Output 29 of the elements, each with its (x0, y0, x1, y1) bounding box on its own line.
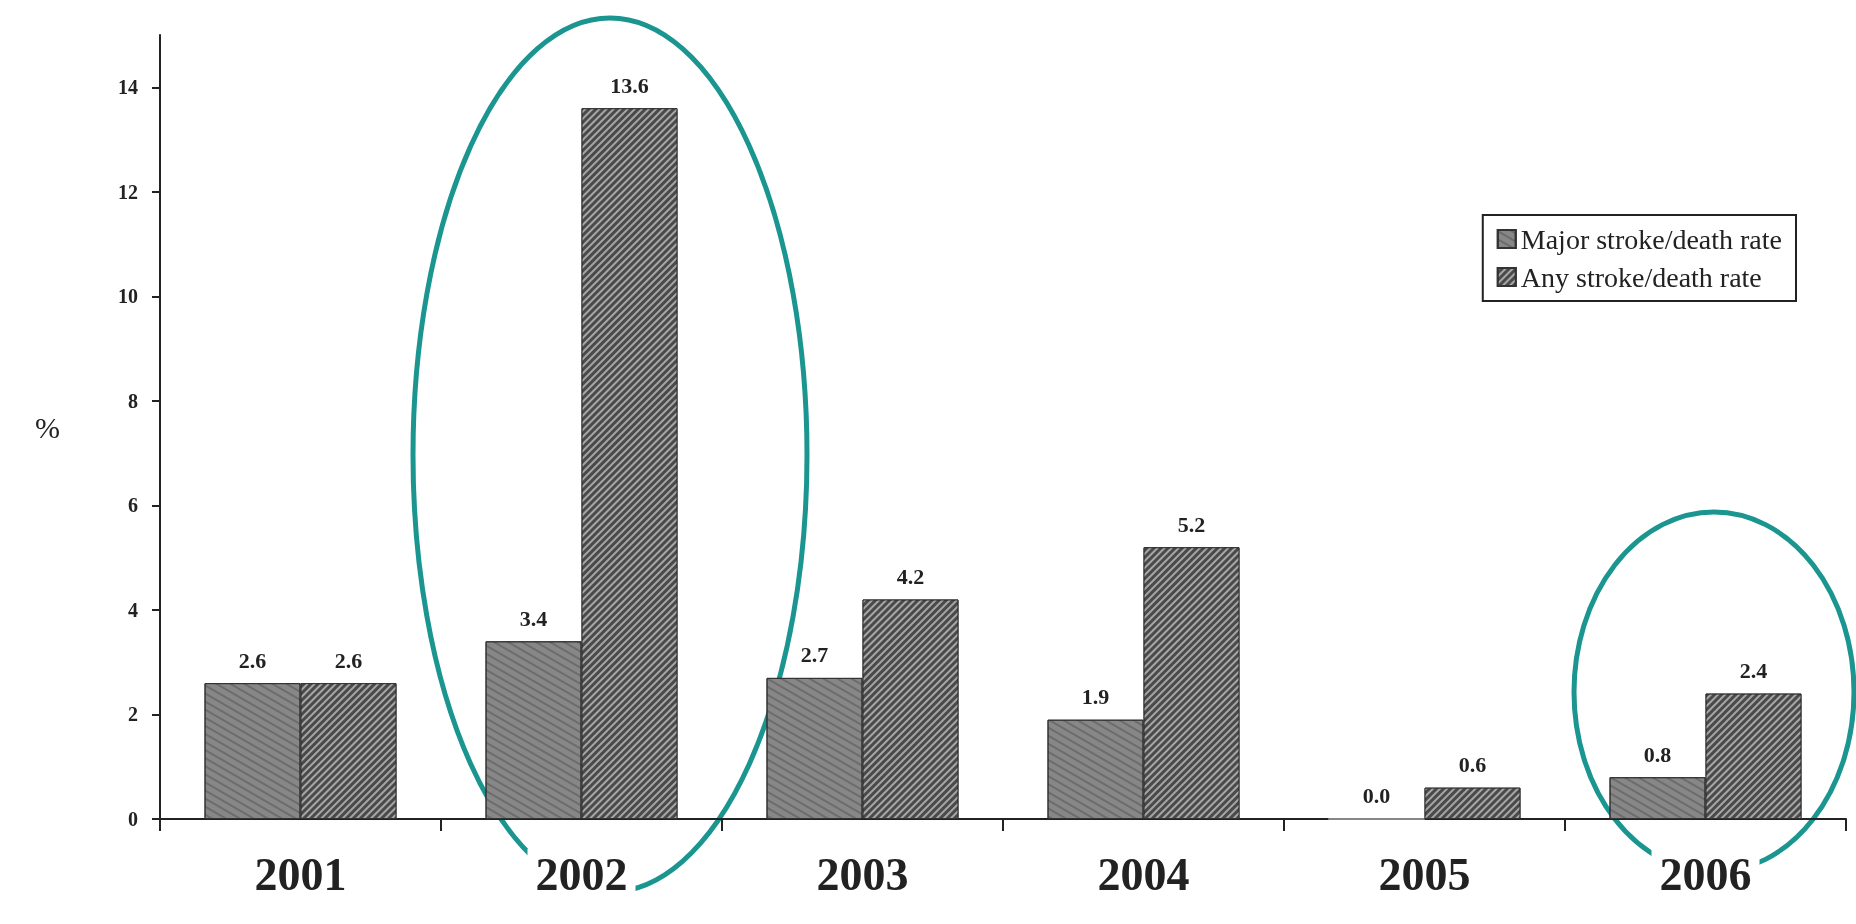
data-label: 1.9 (1081, 684, 1110, 710)
data-label: 2.6 (238, 647, 267, 673)
x-tick-label: 2003 (816, 848, 909, 900)
x-tick-label: 2006 (1659, 848, 1752, 900)
data-label: 2.6 (334, 647, 363, 673)
x-tick-label: 2004 (1097, 848, 1190, 900)
y-tick-label: 14 (118, 76, 138, 99)
legend-label: Any stroke/death rate (1520, 261, 1762, 293)
data-label: 4.2 (896, 563, 925, 589)
y-tick-label: 0 (128, 808, 138, 830)
legend-label: Major stroke/death rate (1520, 223, 1783, 255)
data-label: 2.4 (1739, 658, 1768, 684)
data-label: 5.2 (1177, 511, 1206, 537)
x-tick-label: 2002 (535, 848, 628, 900)
y-tick-label: 12 (118, 180, 138, 203)
y-axis-title: % (35, 410, 60, 444)
x-tick-label: 2001 (254, 848, 347, 900)
y-tick-label: 8 (128, 389, 138, 412)
y-tick-label: 2 (128, 703, 138, 726)
data-label: 13.6 (610, 72, 649, 98)
y-tick-label: 10 (118, 285, 138, 308)
data-label: 0.0 (1362, 782, 1391, 808)
data-label: 0.8 (1643, 741, 1672, 767)
y-tick-label: 6 (128, 494, 138, 517)
x-tick-label: 2005 (1378, 848, 1471, 900)
data-label: 2.7 (800, 642, 829, 668)
data-label: 0.6 (1458, 752, 1487, 778)
data-label: 3.4 (519, 605, 548, 631)
y-tick-label: 4 (128, 598, 138, 621)
